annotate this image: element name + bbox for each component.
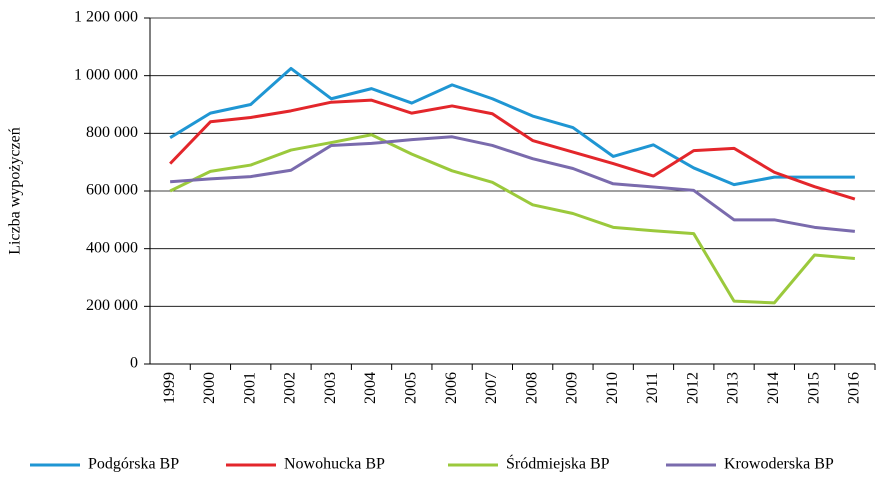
y-axis-label: Liczba wypożyczeń [7,127,24,254]
y-tick-label: 200 000 [86,297,138,314]
x-tick-label: 1999 [161,372,178,404]
x-tick-label: 2007 [483,372,500,404]
series-line [169,133,855,305]
x-tick-label: 2009 [564,372,581,404]
x-tick-label: 2002 [282,372,299,404]
series-line [169,66,855,187]
x-tick-label: 2012 [684,372,701,404]
y-tick-label: 1 200 000 [74,9,138,26]
y-tick-label: 600 000 [86,182,138,199]
series-line [169,98,856,201]
x-tick-label: 2015 [805,372,822,404]
legend-label: Nowohucka BP [284,456,385,473]
x-tick-label: 2008 [523,372,540,404]
x-tick-label: 2013 [725,372,742,404]
x-tick-label: 2000 [201,372,218,404]
x-tick-label: 2003 [322,372,339,404]
x-tick-label: 2014 [765,372,782,404]
x-tick-label: 2010 [604,372,621,404]
x-tick-label: 2001 [241,372,258,404]
x-tick-label: 2004 [362,372,379,404]
legend-label: Krowoderska BP [724,456,834,473]
x-tick-label: 2005 [402,372,419,404]
y-tick-label: 400 000 [86,239,138,256]
series-line [170,135,856,233]
legend-label: Śródmiejska BP [506,454,610,473]
y-tick-label: 800 000 [86,124,138,141]
x-tick-label: 2006 [443,372,460,404]
legend-label: Podgórska BP [88,456,179,473]
y-tick-label: 1 000 000 [74,66,138,83]
x-tick-label: 2016 [846,372,863,404]
x-tick-label: 2011 [644,372,661,403]
y-tick-label: 0 [130,355,138,372]
